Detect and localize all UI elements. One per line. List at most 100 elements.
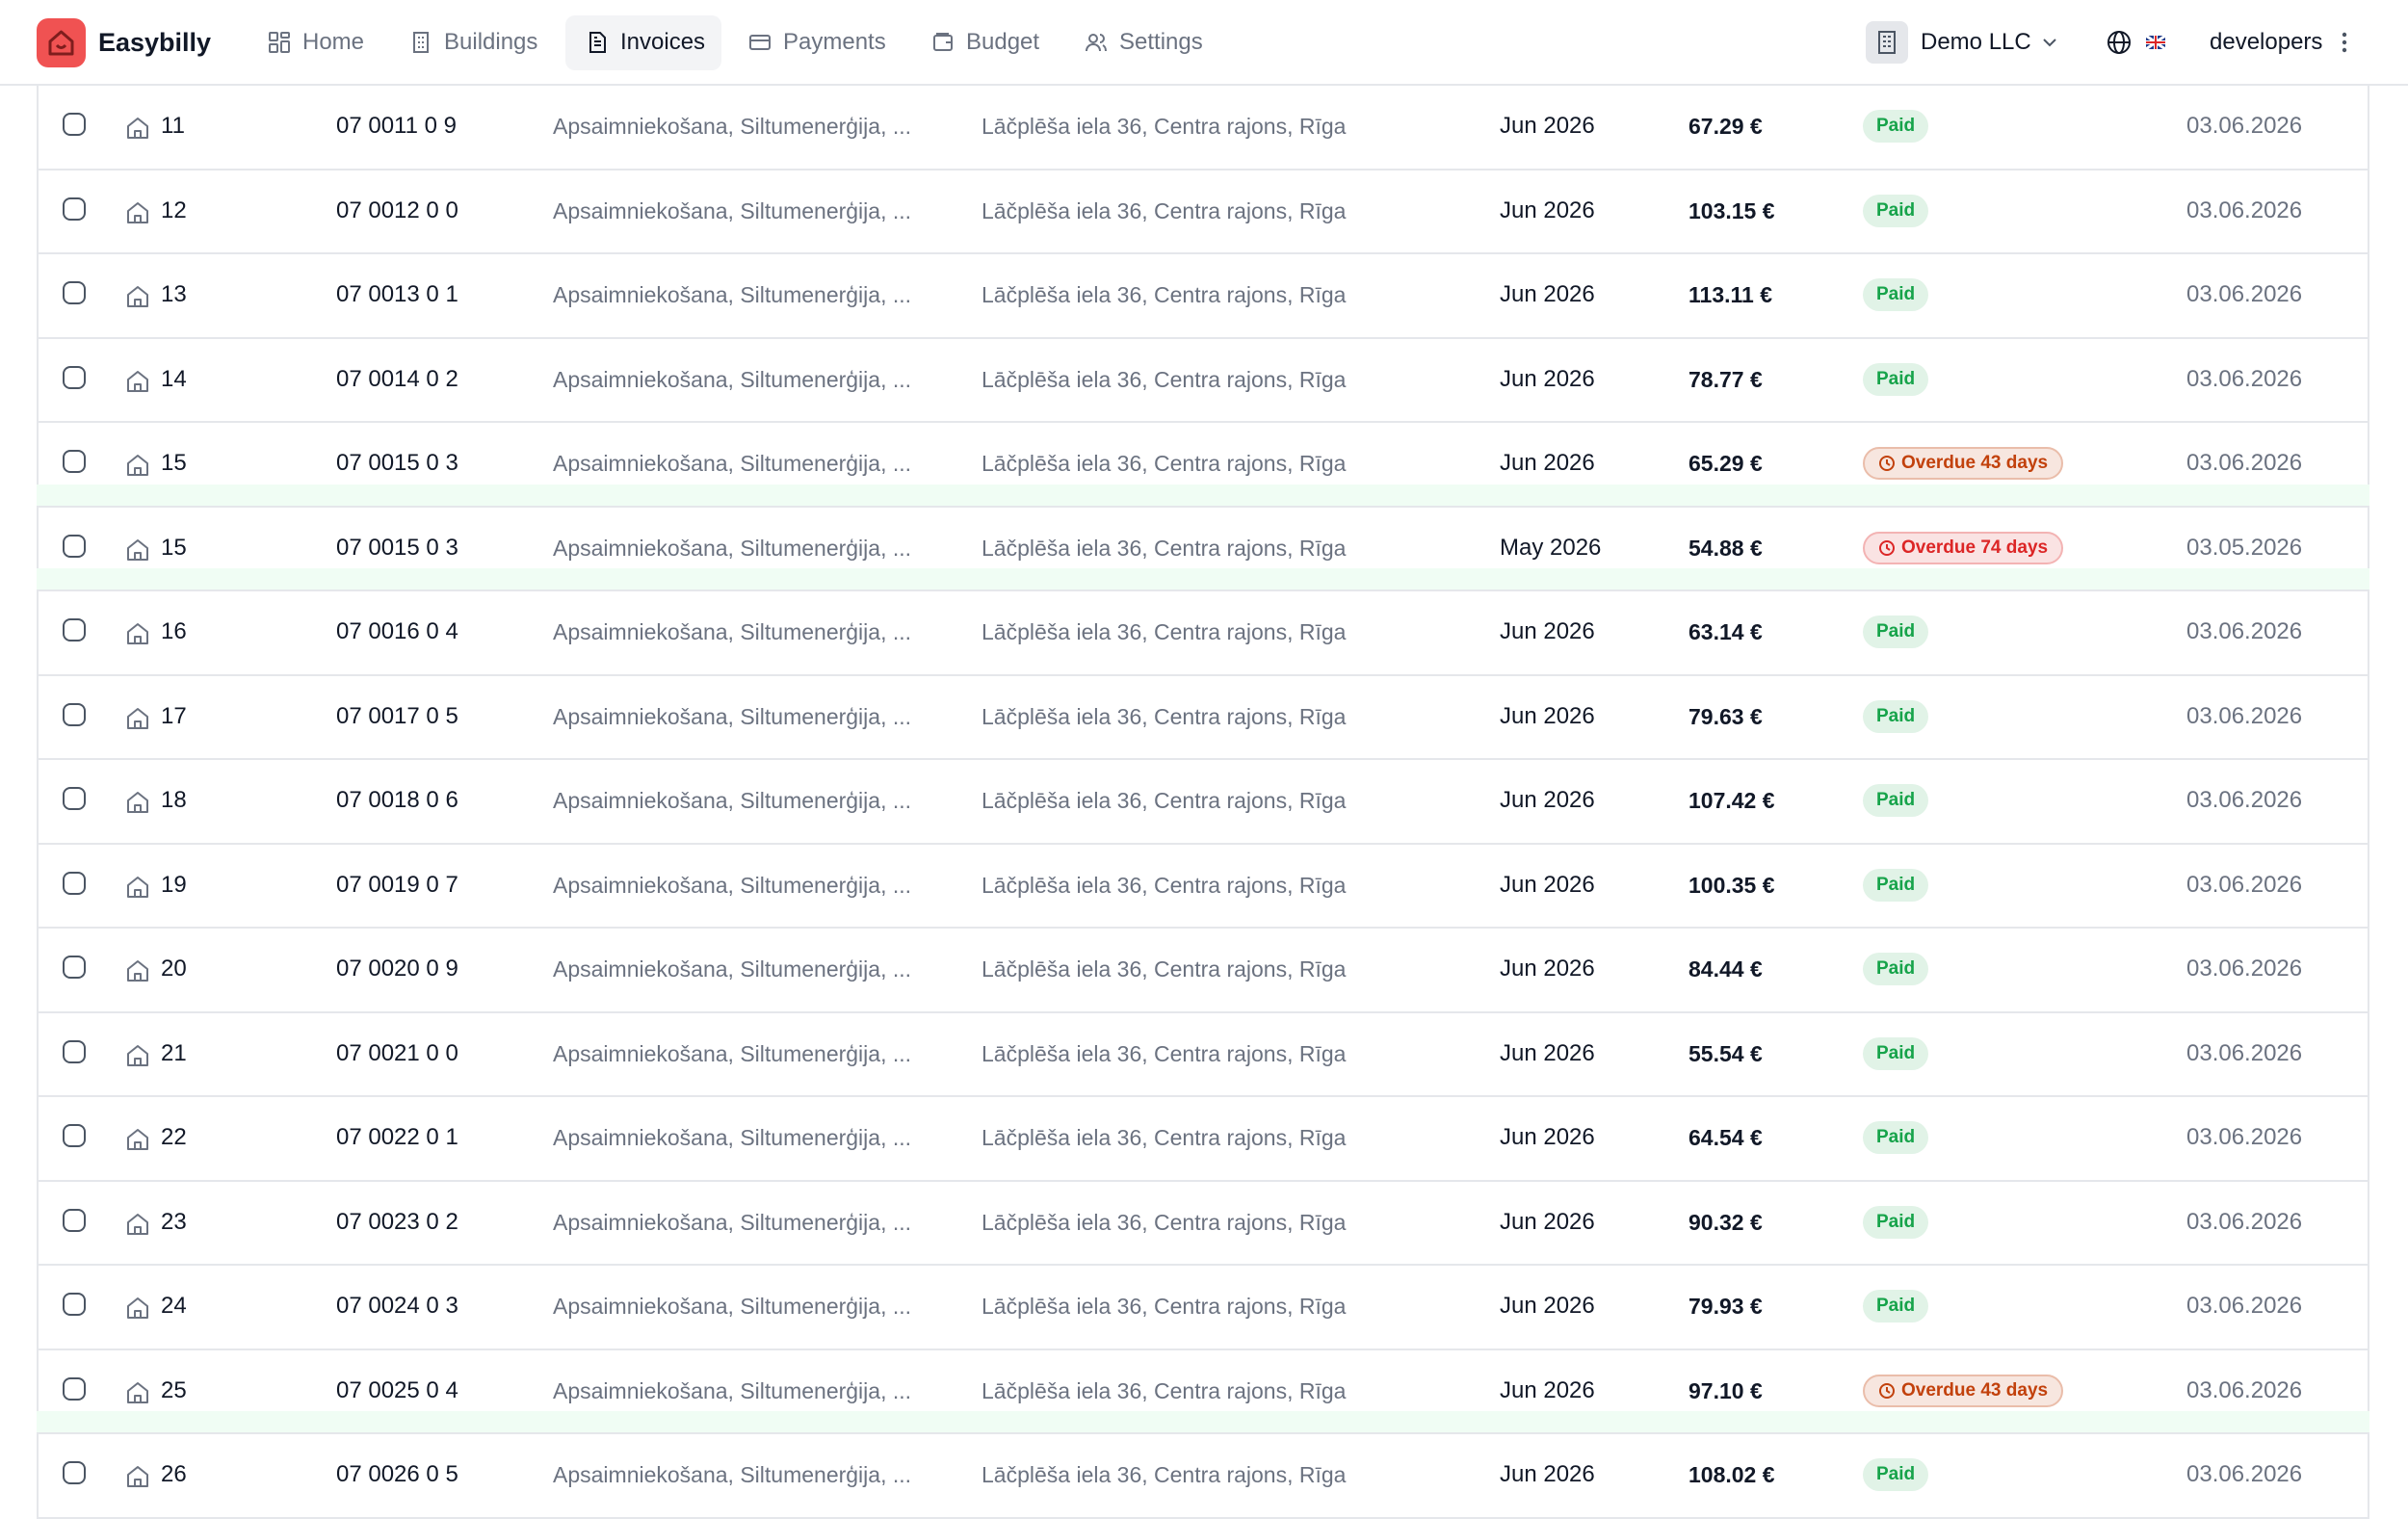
company[interactable]: Demo LLC bbox=[1921, 29, 2031, 55]
account: 07 0015 0 3 bbox=[336, 534, 458, 561]
checkbox[interactable] bbox=[63, 871, 86, 895]
services: Apsaimniekošana, Siltumenerģija, ... bbox=[553, 619, 912, 644]
user[interactable]: developers bbox=[2210, 29, 2323, 55]
address: Lāčplēša iela 36, Centra rajons, Rīga bbox=[982, 451, 1347, 476]
checkbox[interactable] bbox=[63, 618, 86, 642]
account: 07 0017 0 5 bbox=[336, 702, 458, 729]
status-badge: Paid bbox=[1863, 1036, 1929, 1070]
services: Apsaimniekošana, Siltumenerģija, ... bbox=[553, 197, 912, 223]
unit: 15 bbox=[161, 534, 187, 561]
invoice-row[interactable]: 16 07 0016 0 4 Apsaimniekošana, Siltumener… bbox=[37, 591, 2369, 676]
nav-link[interactable]: Home bbox=[302, 29, 365, 55]
nav-icon bbox=[413, 32, 429, 53]
language-icon[interactable] bbox=[2106, 29, 2133, 56]
status-text: Paid bbox=[1876, 790, 1916, 810]
checkbox[interactable] bbox=[63, 1376, 86, 1401]
invoice-row[interactable]: 20 07 0020 0 9 Apsaimniekošana, Siltumener… bbox=[37, 929, 2369, 1013]
status-badge: Paid bbox=[1863, 1458, 1929, 1491]
date: 03.06.2026 bbox=[2186, 281, 2303, 307]
date: 03.06.2026 bbox=[2186, 365, 2303, 392]
checkbox[interactable] bbox=[63, 702, 86, 726]
unit-icon bbox=[127, 370, 148, 392]
checkbox[interactable] bbox=[63, 956, 86, 979]
account: 07 0025 0 4 bbox=[336, 1376, 458, 1403]
status-text: Overdue 43 days bbox=[1901, 453, 2049, 473]
invoice-row[interactable]: 26 07 0026 0 5 Apsaimniekošana, Siltumener… bbox=[37, 1434, 2369, 1519]
invoice-row[interactable]: 24 07 0024 0 3 Apsaimniekošana, Siltumener… bbox=[37, 1266, 2369, 1350]
status-text: Overdue 43 days bbox=[1901, 1379, 2049, 1401]
nav-link[interactable]: Invoices bbox=[620, 29, 706, 55]
checkbox[interactable] bbox=[63, 281, 86, 304]
invoice-row[interactable]: 18 07 0018 0 6 Apsaimniekošana, Siltumener… bbox=[37, 760, 2369, 845]
unit-icon bbox=[127, 1129, 148, 1150]
date: 03.06.2026 bbox=[2186, 196, 2303, 223]
checkbox[interactable] bbox=[63, 365, 86, 389]
address: Lāčplēša iela 36, Centra rajons, Rīga bbox=[982, 1209, 1347, 1235]
services: Apsaimniekošana, Siltumenerģija, ... bbox=[553, 1125, 912, 1150]
unit: 18 bbox=[161, 787, 187, 813]
status-badge: Overdue 43 days bbox=[1863, 447, 2064, 480]
checkbox[interactable] bbox=[63, 1124, 86, 1147]
invoice-row[interactable]: 25 07 0025 0 4 Apsaimniekošana, Siltumener… bbox=[37, 1350, 2369, 1434]
checkbox[interactable] bbox=[63, 1039, 86, 1063]
invoice-row[interactable]: 23 07 0023 0 2 Apsaimniekošana, Siltumener… bbox=[37, 1182, 2369, 1266]
unit-icon bbox=[127, 538, 148, 561]
checkbox[interactable] bbox=[63, 534, 86, 558]
chevron[interactable] bbox=[2040, 33, 2059, 52]
brand[interactable]: Easybilly bbox=[98, 28, 212, 57]
row-highlight bbox=[37, 484, 2369, 506]
services: Apsaimniekošana, Siltumenerģija, ... bbox=[553, 956, 912, 982]
logo-icon bbox=[48, 30, 74, 56]
invoice-row[interactable]: 21 07 0021 0 0 Apsaimniekošana, Siltumener… bbox=[37, 1013, 2369, 1097]
unit: 19 bbox=[161, 871, 187, 898]
amount: 100.35 € bbox=[1688, 872, 1775, 898]
account: 07 0012 0 0 bbox=[336, 196, 458, 223]
amount: 78.77 € bbox=[1688, 366, 1763, 392]
checkbox[interactable] bbox=[63, 1461, 86, 1484]
checkbox[interactable] bbox=[63, 1293, 86, 1316]
services: Apsaimniekošana, Siltumenerģija, ... bbox=[553, 535, 912, 561]
period: Jun 2026 bbox=[1500, 702, 1595, 729]
checkbox[interactable] bbox=[63, 113, 86, 136]
period: Jun 2026 bbox=[1500, 196, 1595, 223]
status-badge: Paid bbox=[1863, 1121, 1929, 1154]
unit-icon bbox=[127, 455, 148, 476]
invoice-row[interactable]: 14 07 0014 0 2 Apsaimniekošana, Siltumener… bbox=[37, 339, 2369, 423]
invoice-row[interactable]: 22 07 0022 0 1 Apsaimniekošana, Siltumener… bbox=[37, 1097, 2369, 1182]
invoice-row[interactable]: 15 07 0015 0 3 Apsaimniekošana, Siltumener… bbox=[37, 508, 2369, 591]
more-menu[interactable] bbox=[2337, 29, 2352, 56]
checkbox[interactable] bbox=[63, 196, 86, 221]
period: Jun 2026 bbox=[1500, 450, 1595, 476]
invoice-row[interactable]: 19 07 0019 0 7 Apsaimniekošana, Siltumener… bbox=[37, 845, 2369, 929]
checkbox[interactable] bbox=[63, 450, 86, 473]
invoice-row[interactable]: 11 07 0011 0 9 Apsaimniekošana, Siltumener… bbox=[37, 86, 2369, 170]
logo[interactable] bbox=[37, 18, 86, 67]
flag[interactable] bbox=[2146, 36, 2165, 49]
invoice-row[interactable]: 17 07 0017 0 5 Apsaimniekošana, Siltumener… bbox=[37, 676, 2369, 760]
nav-link[interactable]: Budget bbox=[966, 29, 1040, 55]
unit: 11 bbox=[161, 113, 185, 139]
building-icon bbox=[1878, 31, 1896, 54]
checkbox[interactable] bbox=[63, 787, 86, 810]
clock-icon bbox=[1879, 539, 1895, 556]
period: Jun 2026 bbox=[1500, 1293, 1595, 1319]
amount: 65.29 € bbox=[1688, 451, 1763, 476]
account: 07 0023 0 2 bbox=[336, 1208, 458, 1235]
nav-link[interactable]: Payments bbox=[783, 29, 886, 55]
status-text: Paid bbox=[1876, 1127, 1916, 1147]
unit-icon bbox=[127, 1466, 148, 1487]
nav-link[interactable]: Buildings bbox=[444, 29, 538, 55]
nav-link[interactable]: Settings bbox=[1119, 29, 1203, 55]
checkbox[interactable] bbox=[63, 1208, 86, 1232]
address: Lāčplēša iela 36, Centra rajons, Rīga bbox=[982, 1377, 1347, 1403]
account: 07 0022 0 1 bbox=[336, 1124, 458, 1150]
period: Jun 2026 bbox=[1500, 1039, 1595, 1066]
nav-icon bbox=[1086, 34, 1107, 52]
invoice-row[interactable]: 15 07 0015 0 3 Apsaimniekošana, Siltumener… bbox=[37, 423, 2369, 508]
address: Lāčplēša iela 36, Centra rajons, Rīga bbox=[982, 1040, 1347, 1066]
account: 07 0020 0 9 bbox=[336, 956, 458, 982]
invoice-row[interactable]: 13 07 0013 0 1 Apsaimniekošana, Siltumener… bbox=[37, 254, 2369, 339]
unit-icon bbox=[127, 1213, 148, 1235]
invoice-row[interactable]: 12 07 0012 0 0 Apsaimniekošana, Siltumener… bbox=[37, 170, 2369, 254]
period: Jun 2026 bbox=[1500, 1208, 1595, 1235]
